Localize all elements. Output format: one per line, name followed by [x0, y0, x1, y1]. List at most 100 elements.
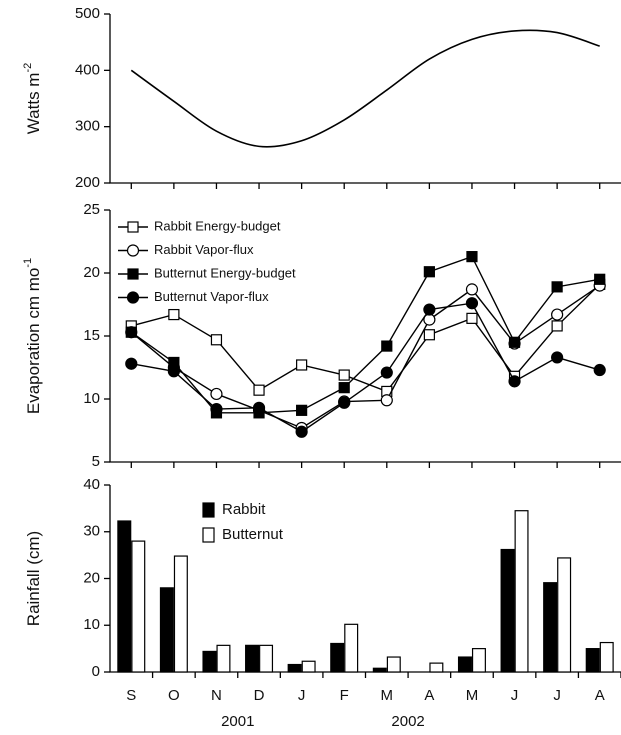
- bar: [287, 663, 302, 673]
- x-tick-label: A: [595, 687, 605, 704]
- y-tick-label: 20: [83, 264, 100, 281]
- bar: [500, 548, 515, 673]
- axis: [109, 14, 621, 184]
- legend-label: Rabbit: [222, 501, 266, 518]
- marker: [594, 273, 606, 285]
- legend-label: Butternut Vapor-flux: [154, 289, 269, 304]
- line: [130, 285, 601, 429]
- marker: [551, 308, 564, 321]
- marker: [423, 266, 435, 278]
- y-tick-label: 20: [83, 569, 100, 586]
- y-tick-label: 400: [75, 61, 100, 78]
- marker: [253, 384, 265, 396]
- legend-label: Butternut: [222, 526, 284, 543]
- x-tick-label: J: [511, 687, 519, 704]
- marker: [338, 369, 350, 381]
- bar: [330, 642, 345, 673]
- legend-label: Rabbit Energy-budget: [154, 218, 281, 233]
- marker: [252, 401, 266, 414]
- line: [130, 29, 600, 148]
- bar: [514, 510, 529, 673]
- x-tick-label: O: [168, 687, 180, 704]
- x-tick-label: J: [298, 687, 306, 704]
- bar: [372, 667, 387, 673]
- y-tick-label: 30: [83, 523, 100, 540]
- bar: [245, 644, 260, 673]
- marker: [423, 329, 435, 341]
- marker: [423, 303, 436, 316]
- y-axis-label: Watts m-2: [22, 63, 44, 134]
- marker: [210, 334, 223, 346]
- marker: [381, 340, 393, 352]
- marker: [210, 402, 223, 416]
- y-axis-label: Evaporation cm mo-1: [22, 258, 44, 414]
- x-tick-label: M: [381, 687, 394, 704]
- x-tick-label: F: [340, 687, 349, 704]
- y-axis-label-text: Evaporation cm mo: [24, 268, 43, 414]
- x-tick-label: N: [211, 687, 222, 704]
- bar: [599, 641, 614, 673]
- legend-swatch: [202, 502, 215, 518]
- bar: [259, 644, 274, 673]
- bar: [557, 557, 572, 673]
- marker: [127, 221, 139, 233]
- marker: [465, 283, 479, 296]
- marker: [551, 320, 563, 332]
- y-axis-label-text: Watts m: [24, 73, 43, 135]
- marker: [508, 375, 521, 388]
- legend-label: Butternut Energy-budget: [154, 265, 296, 280]
- y-axis-label-superscript: -2: [22, 63, 34, 73]
- bar: [585, 648, 600, 673]
- marker: [126, 244, 140, 257]
- marker: [593, 363, 606, 377]
- marker: [167, 365, 180, 378]
- marker: [380, 394, 393, 407]
- bar: [173, 555, 188, 673]
- y-tick-label: 10: [83, 616, 100, 633]
- marker: [295, 425, 308, 438]
- y-tick-label: 25: [83, 201, 100, 218]
- bar: [543, 582, 558, 673]
- bar: [117, 520, 132, 673]
- marker: [296, 359, 308, 371]
- legend-swatch: [202, 527, 215, 543]
- y-tick-label: 10: [83, 390, 100, 407]
- marker: [465, 297, 479, 310]
- x-tick-label: S: [126, 687, 136, 704]
- bar: [202, 650, 217, 673]
- marker: [168, 308, 180, 321]
- bar: [457, 656, 472, 673]
- marker: [551, 351, 564, 364]
- line: [131, 302, 600, 433]
- legend-label: Rabbit Vapor-flux: [154, 242, 254, 257]
- x-group-label: 2002: [391, 713, 424, 730]
- y-axis-label: Rainfall (cm): [24, 531, 43, 626]
- marker: [210, 387, 223, 401]
- marker: [125, 326, 137, 338]
- line: [131, 283, 601, 393]
- bar: [159, 587, 174, 673]
- y-axis-label-superscript: -1: [22, 258, 34, 268]
- y-tick-label: 15: [83, 327, 100, 344]
- marker: [466, 312, 478, 324]
- marker: [125, 357, 138, 370]
- x-group-label: 2001: [221, 713, 254, 730]
- marker: [338, 382, 350, 394]
- y-tick-label: 300: [75, 118, 100, 135]
- x-tick-label: A: [424, 687, 434, 704]
- bar: [344, 623, 359, 673]
- bar: [216, 644, 231, 673]
- line: [130, 255, 600, 414]
- y-axis-label-text: Rainfall (cm): [24, 531, 43, 626]
- x-tick-label: J: [553, 687, 561, 704]
- y-tick-label: 40: [83, 476, 100, 493]
- marker: [296, 404, 308, 416]
- marker: [551, 281, 563, 293]
- y-tick-label: 500: [75, 5, 100, 22]
- bar: [471, 648, 486, 673]
- marker: [466, 251, 478, 263]
- bar: [386, 656, 401, 673]
- marker: [126, 291, 140, 304]
- x-tick-label: M: [466, 687, 479, 704]
